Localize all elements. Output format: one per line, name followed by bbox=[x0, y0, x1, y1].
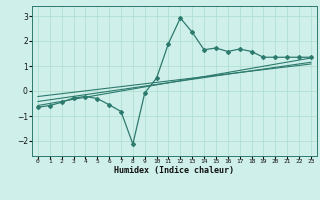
X-axis label: Humidex (Indice chaleur): Humidex (Indice chaleur) bbox=[115, 166, 234, 175]
